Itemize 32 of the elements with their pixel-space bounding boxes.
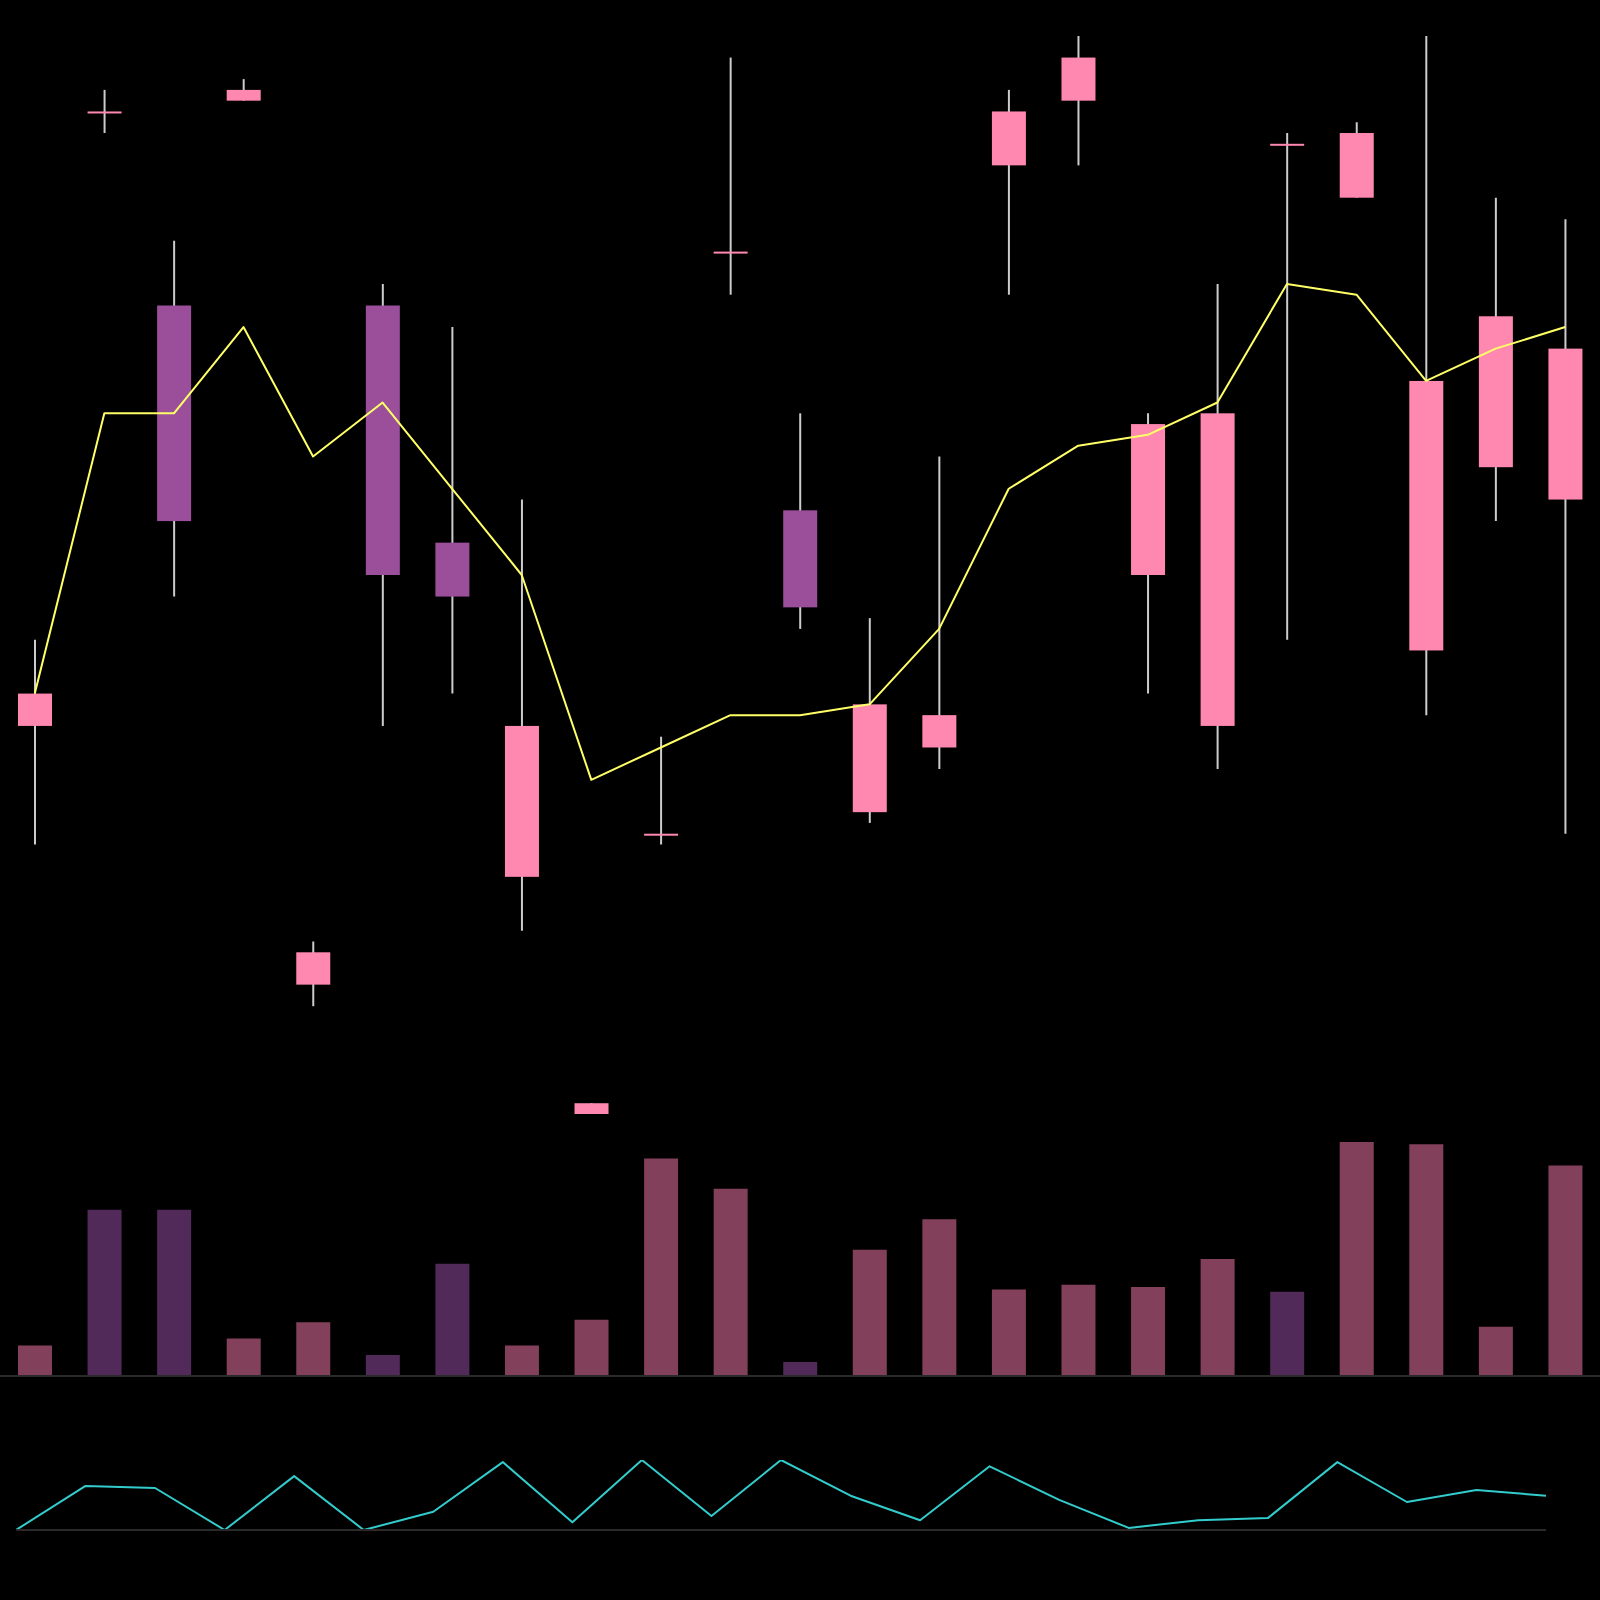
candlestick <box>296 940 331 1008</box>
bar <box>1339 1142 1374 1376</box>
bar <box>1200 1259 1235 1376</box>
candlestick <box>644 735 679 846</box>
bar <box>296 1322 331 1376</box>
bar <box>783 1361 818 1376</box>
bar <box>1061 1284 1096 1376</box>
bar <box>365 1354 400 1376</box>
candlestick <box>226 78 261 102</box>
bar <box>226 1338 261 1376</box>
bar <box>87 1209 122 1376</box>
bar <box>922 1219 957 1376</box>
bar <box>713 1188 748 1376</box>
bar <box>1131 1287 1166 1376</box>
candlestick <box>1270 132 1305 641</box>
candlestick <box>1061 36 1096 167</box>
bar <box>504 1345 539 1376</box>
bar <box>1409 1144 1444 1376</box>
bar <box>1548 1165 1583 1376</box>
bar <box>157 1209 192 1376</box>
bar <box>644 1158 679 1376</box>
candlestick <box>922 455 957 771</box>
candlestick <box>87 88 122 135</box>
bar <box>991 1289 1026 1376</box>
bar <box>574 1319 609 1376</box>
bar <box>18 1345 52 1376</box>
bar <box>1270 1291 1305 1376</box>
candlestick <box>18 638 52 846</box>
bar <box>435 1263 470 1376</box>
bar <box>1478 1326 1513 1376</box>
candlestick <box>713 56 748 296</box>
bar <box>852 1249 887 1376</box>
